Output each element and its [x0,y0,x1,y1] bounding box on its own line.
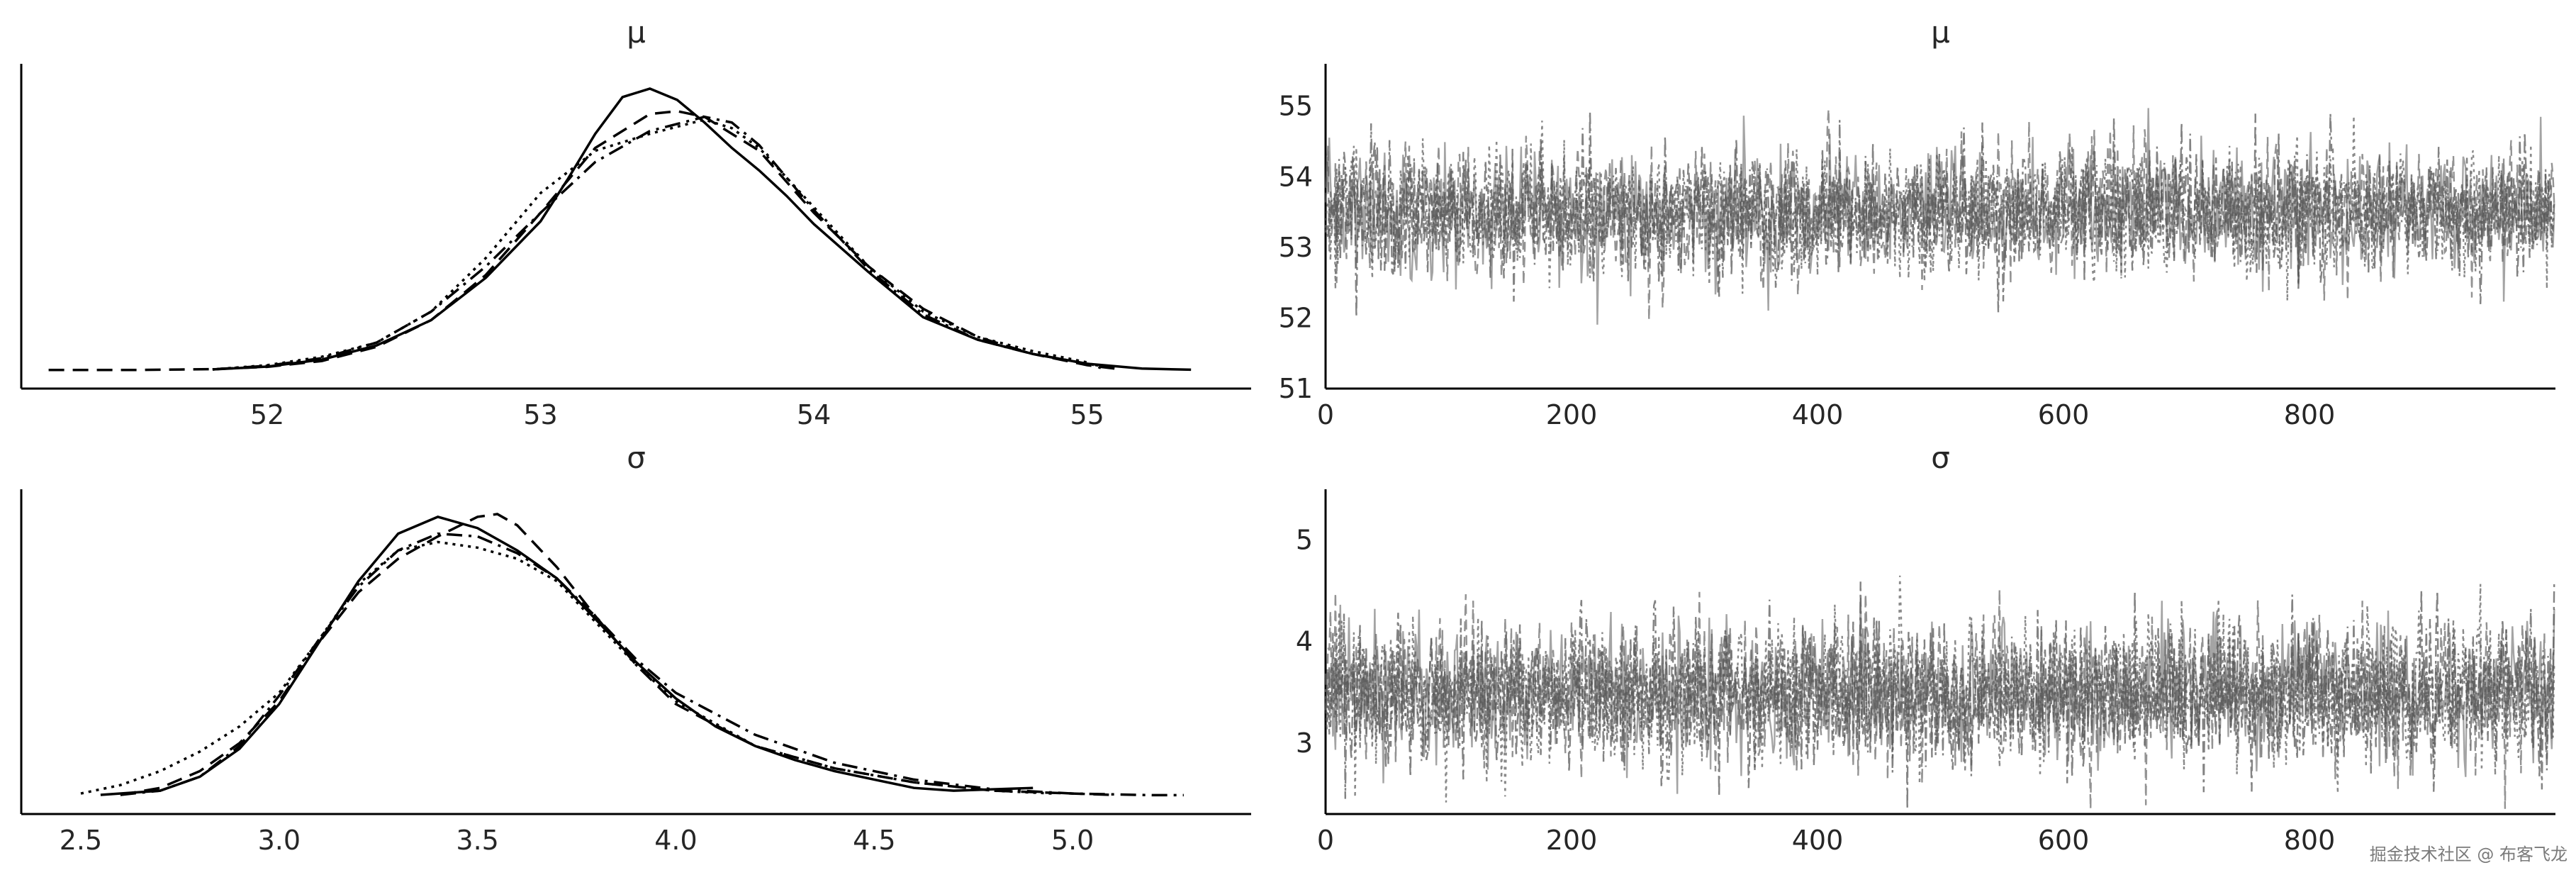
mu-posterior-panel: μ 52 53 54 55 [20,15,1251,430]
sigma-posterior-xtick-label: 2.5 [60,825,102,856]
sigma-posterior-kde-line-solid [100,515,1034,796]
sigma-trace-xtick-label: 800 [2284,825,2336,856]
sigma-trace-xtick-label: 400 [1792,825,1844,856]
sigma-posterior-title: σ [627,440,646,475]
sigma-posterior-xtick-label: 5.0 [1051,825,1094,856]
sigma-trace-xtick-label: 200 [1546,825,1598,856]
mu-trace-chain-2 [1324,116,2555,301]
watermark: 掘金技术社区 @ 布客飞龙 [2369,845,2567,864]
mu-posterior-xtick-label: 53 [523,399,557,430]
sigma-posterior-kde-line-dashed [120,513,1113,796]
mu-trace-title: μ [1931,15,1950,50]
mu-trace-xtick-label: 600 [2038,399,2090,430]
mu-trace-ytick-label: 53 [1279,232,1313,263]
mu-trace-ytick-label: 51 [1279,373,1313,404]
mu-posterior-xtick-label: 52 [250,399,284,430]
sigma-trace-xtick-label: 0 [1317,825,1334,856]
mu-posterior-title: μ [627,15,646,50]
sigma-posterior-xtick-label: 3.5 [456,825,498,856]
sigma-posterior-kde-line-dashdot [120,532,1184,797]
mu-posterior-kde-line-dashdot [212,116,1115,371]
mu-trace-xtick-label: 400 [1792,399,1844,430]
mu-trace-chain-0 [1324,108,2555,325]
mu-trace-ytick-label: 54 [1279,161,1313,192]
sigma-trace-chain-3 [1324,580,2555,809]
sigma-posterior-xtick-label: 4.5 [853,825,895,856]
sigma-posterior-panel: σ 2.5 3.0 3.5 4.0 4.5 5.0 [20,440,1251,856]
sigma-trace-xtick-label: 600 [2038,825,2090,856]
mu-trace-ytick-label: 55 [1279,91,1313,122]
sigma-trace-ytick-label: 3 [1296,728,1313,759]
mu-trace-panel: μ 0 200 400 600 800 51 52 53 54 55 [1279,15,2555,430]
sigma-trace-ytick-label: 4 [1296,626,1313,657]
mu-posterior-xtick-label: 54 [797,399,831,430]
sigma-trace-title: σ [1931,440,1950,475]
mu-trace-xtick-label: 200 [1546,399,1598,430]
sigma-posterior-kde-line-dotted [80,540,1053,795]
sigma-trace-panel: σ 0 200 400 600 800 3 4 5 [1296,440,2555,856]
sigma-posterior-xtick-label: 4.0 [654,825,697,856]
mu-trace-xtick-label: 0 [1317,399,1334,430]
mu-trace-chain-3 [1324,111,2555,317]
sigma-posterior-xtick-label: 3.0 [258,825,301,856]
mu-posterior-xtick-label: 55 [1070,399,1104,430]
mu-trace-ytick-label: 52 [1279,302,1313,333]
mu-trace-xtick-label: 800 [2284,399,2336,430]
mu-posterior-kde-line-solid [212,87,1192,372]
sigma-trace-ytick-label: 5 [1296,525,1313,556]
